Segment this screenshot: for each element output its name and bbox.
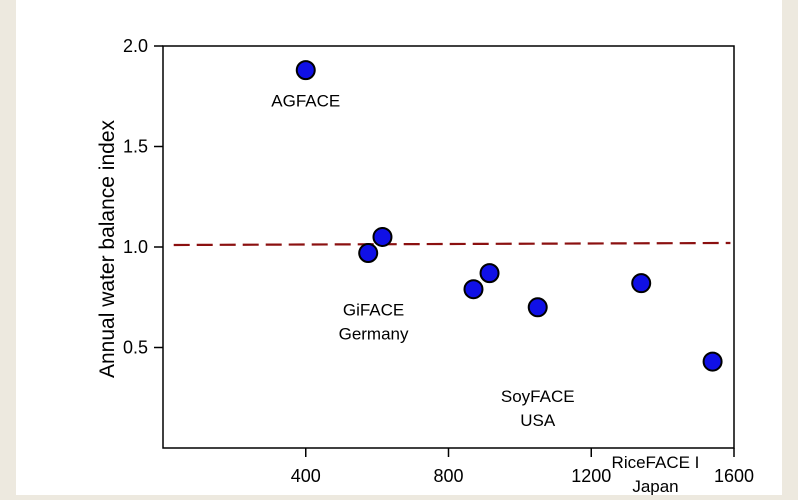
- y-axis-label: Annual water balance index: [96, 119, 119, 378]
- annotation-label: AGFACE: [271, 91, 340, 110]
- y-tick-label: 1.5: [123, 137, 148, 157]
- data-point: [463, 279, 484, 300]
- reference-line: [173, 241, 731, 247]
- data-point: [295, 60, 316, 81]
- annotation-label: USA: [520, 411, 556, 430]
- x-tick-label: 400: [291, 466, 321, 486]
- data-point: [631, 273, 652, 294]
- annotations: AGFACE GiFACE Germany SoyFACE USA RiceFACE I J…: [271, 91, 700, 496]
- annotation-label: GiFACE: [343, 300, 404, 319]
- data-point: [479, 263, 500, 284]
- annotation-label: SoyFACE: [501, 387, 575, 406]
- x-tick-label: 1600: [714, 466, 754, 486]
- y-tick-label: 1.0: [123, 237, 148, 257]
- x-tick-label: 800: [433, 466, 463, 486]
- data-point: [372, 226, 393, 247]
- scatter-chart: 400 800 1200 1600 0.5 1.0 1.5 2.0 AGFACE GiFACE G…: [96, 36, 754, 496]
- axes: 400 800 1200 1600 0.5 1.0 1.5 2.0: [123, 36, 754, 486]
- annotation-label: Germany: [339, 324, 409, 343]
- data-point: [358, 243, 379, 264]
- data-point: [702, 351, 723, 372]
- annotation-label: RiceFACE I: [612, 453, 700, 472]
- y-tick-label: 2.0: [123, 36, 148, 56]
- chart-panel: 400 800 1200 1600 0.5 1.0 1.5 2.0 AGFACE GiFACE G…: [16, 0, 782, 496]
- plot-frame: [162, 45, 735, 449]
- y-tick-label: 0.5: [123, 338, 148, 358]
- data-points: [295, 60, 723, 372]
- reference-line-group: [173, 241, 731, 247]
- annotation-label: Japan: [632, 477, 678, 495]
- data-point: [527, 297, 548, 318]
- x-tick-label: 1200: [571, 466, 611, 486]
